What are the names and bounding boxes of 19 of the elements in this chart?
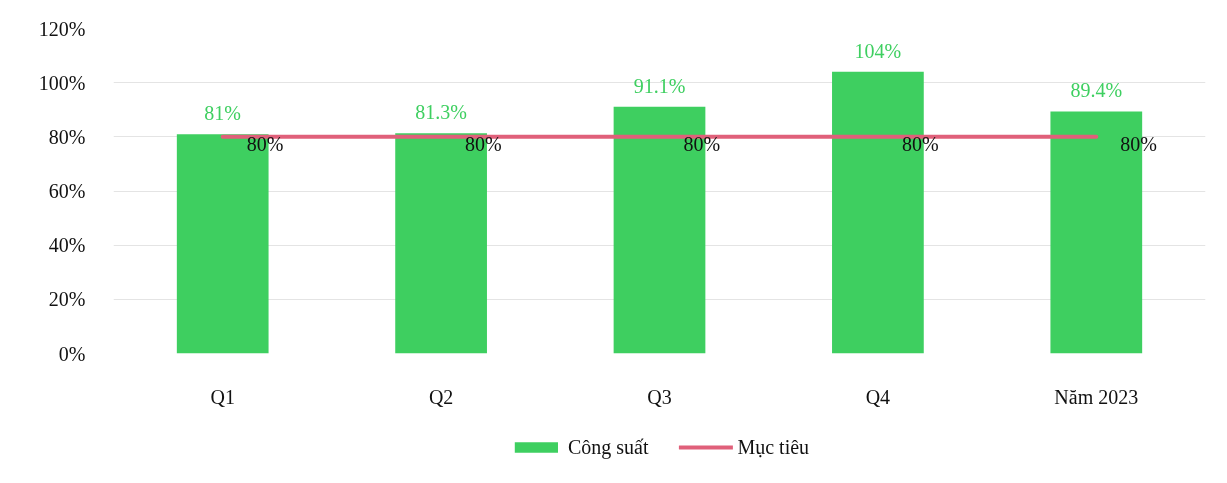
x-tick-label: Q3 [647, 385, 672, 408]
data-label: 81.3% [415, 101, 467, 124]
y-tick-label: 40% [48, 234, 86, 257]
y-tick-label: 0% [58, 342, 86, 365]
x-tick-label: Năm 2023 [1054, 385, 1139, 408]
data-label: 91.1% [633, 74, 686, 97]
data-label: 104% [854, 39, 902, 62]
x-tick-label: Q1 [210, 385, 235, 408]
legend-label: Công suất [567, 435, 649, 458]
x-tick-label: Q4 [865, 385, 891, 408]
data-label: 81% [204, 102, 242, 125]
y-tick-label: 120% [38, 17, 86, 40]
data-label: 89.4% [1070, 79, 1123, 102]
y-tick-label: 20% [48, 288, 86, 311]
legend-label: Mục tiêu [737, 435, 810, 458]
x-tick-label: Q2 [428, 385, 454, 408]
y-tick-label: 100% [38, 71, 86, 94]
y-tick-label: 80% [48, 125, 86, 148]
y-tick-label: 60% [48, 180, 86, 202]
